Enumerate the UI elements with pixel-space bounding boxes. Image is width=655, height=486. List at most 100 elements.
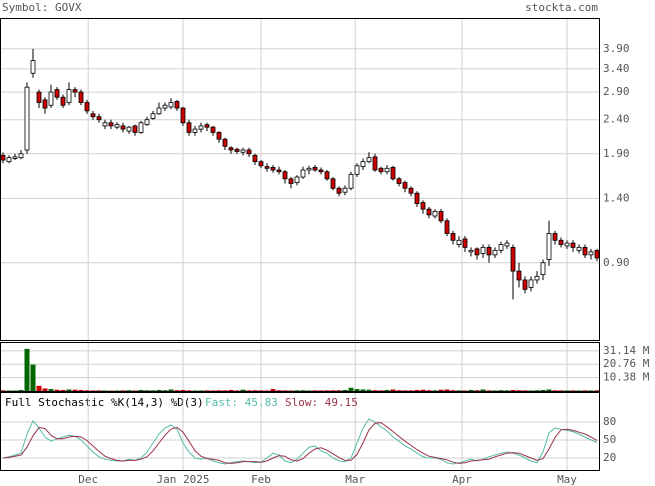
- candle-body: [78, 91, 84, 103]
- volume-bar: [306, 390, 312, 391]
- volume-bar: [60, 389, 66, 391]
- volume-bar: [354, 389, 360, 391]
- candle-body: [318, 169, 324, 173]
- volume-bar: [180, 389, 186, 391]
- candle-body: [108, 122, 114, 127]
- candle-body: [222, 138, 228, 147]
- volume-bar: [144, 390, 150, 391]
- volume-bar: [270, 389, 276, 391]
- y-tick-label: 1.40: [603, 191, 630, 204]
- candle-body: [582, 246, 588, 256]
- candle-body: [306, 167, 312, 171]
- candle-body: [270, 167, 276, 171]
- candle-body: [282, 171, 288, 180]
- volume-bar: [204, 390, 210, 391]
- y-tick-label: 3.90: [603, 42, 630, 55]
- candle-body: [36, 91, 42, 103]
- volume-bar: [18, 389, 24, 391]
- y-tick-label: 10.38 M: [603, 371, 650, 384]
- y-tick-label: 20: [603, 451, 616, 464]
- candle-body: [234, 148, 240, 152]
- candle-body: [438, 210, 444, 222]
- volume-bar: [72, 389, 78, 391]
- panel-frame: [0, 18, 600, 341]
- volume-bar: [366, 389, 372, 391]
- candle-body: [504, 242, 510, 247]
- candle-body: [384, 167, 390, 173]
- volume-bar: [396, 390, 402, 391]
- x-tick-label: May: [557, 473, 577, 486]
- volume-bar: [168, 389, 174, 391]
- volume-bar: [378, 390, 384, 391]
- candle-body: [390, 167, 396, 180]
- volume-bar: [246, 390, 252, 391]
- candle-body: [174, 101, 180, 109]
- volume-bar: [222, 390, 228, 391]
- candle-body: [414, 192, 420, 205]
- volume-bar: [84, 390, 90, 391]
- volume-bar: [360, 389, 366, 391]
- candle-body: [444, 220, 450, 234]
- volume-bar: [252, 390, 258, 391]
- volume-bar: [174, 390, 180, 391]
- volume-bar: [132, 390, 138, 391]
- volume-bar: [156, 389, 162, 391]
- candle-body: [510, 246, 516, 272]
- candle-body: [186, 122, 192, 133]
- volume-bar: [312, 390, 318, 391]
- candle-body: [366, 157, 372, 163]
- volume-bar: [438, 389, 444, 391]
- candle-body: [156, 107, 162, 115]
- volume-bar: [408, 390, 414, 391]
- candle-body: [138, 122, 144, 133]
- candle-body: [402, 182, 408, 189]
- candle-body: [516, 270, 522, 281]
- candle-body: [552, 233, 558, 241]
- candle-body: [204, 124, 210, 128]
- y-tick-label: 2.40: [603, 113, 630, 126]
- volume-bar: [78, 389, 84, 391]
- candle-body: [180, 107, 186, 124]
- volume-bar: [576, 390, 582, 391]
- candle-body: [408, 187, 414, 194]
- candle-body: [480, 246, 486, 254]
- volume-bar: [588, 390, 594, 391]
- candle-body: [546, 233, 552, 260]
- candle-body: [564, 242, 570, 247]
- candle-body: [276, 169, 282, 173]
- candle-body: [300, 169, 306, 178]
- volume-bar: [198, 390, 204, 391]
- candle-body: [54, 89, 60, 98]
- volume-bar: [24, 348, 30, 391]
- candle-body: [162, 104, 168, 109]
- volume-bar: [348, 387, 354, 391]
- volume-bar: [456, 390, 462, 391]
- candle-body: [144, 119, 150, 126]
- volume-bar: [162, 390, 168, 391]
- candle-body: [192, 128, 198, 133]
- volume-bar: [528, 390, 534, 391]
- volume-bar: [564, 390, 570, 391]
- volume-bar: [126, 390, 132, 391]
- volume-bar: [504, 390, 510, 391]
- volume-bar: [450, 390, 456, 391]
- candle-body: [102, 122, 108, 127]
- volume-bar: [120, 390, 126, 391]
- y-tick-label: 31.14 M: [603, 344, 650, 357]
- candle-body: [534, 275, 540, 281]
- candle-body: [420, 202, 426, 210]
- volume-bar: [402, 390, 408, 391]
- candle-body: [468, 249, 474, 253]
- candle-body: [354, 165, 360, 175]
- x-tick-label: Apr: [452, 473, 472, 486]
- candle-body: [312, 167, 318, 171]
- y-tick-label: 50: [603, 433, 616, 446]
- volume-bar: [186, 390, 192, 391]
- y-tick-label: 2.90: [603, 85, 630, 98]
- candle-body: [558, 239, 564, 245]
- candle-body: [426, 208, 432, 216]
- candle-body: [126, 126, 132, 132]
- volume-bar: [510, 389, 516, 391]
- volume-bar: [276, 390, 282, 391]
- volume-bar: [558, 390, 564, 391]
